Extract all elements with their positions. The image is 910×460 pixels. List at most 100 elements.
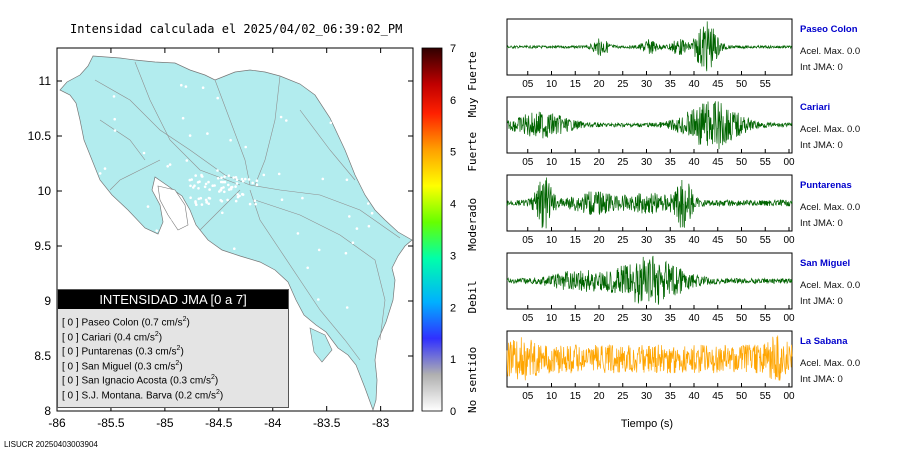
town-marker: [317, 248, 321, 252]
colorbar-tick-label: 4: [450, 199, 456, 211]
town-marker: [220, 199, 224, 203]
seismogram-tick-label: 55: [760, 79, 772, 90]
seismogram-tick-label: 05: [522, 79, 534, 90]
town-marker: [112, 95, 116, 98]
town-marker: [207, 196, 211, 200]
seismogram-trace: [506, 177, 793, 229]
colorbar-tick-label: 7: [450, 43, 456, 55]
legend-row: [ 0 ] San Miguel (0.3 cm/s2): [62, 357, 288, 372]
town-marker: [244, 145, 247, 149]
town-marker: [203, 185, 207, 189]
legend-row-accel: (0.3 cm/s: [135, 346, 177, 358]
seismogram-panel: 05 10 15 20 25 30 35 40 45 50 55: [506, 18, 793, 90]
town-marker: [335, 85, 339, 89]
map-x-tick-label: -83.5: [313, 416, 341, 430]
town-marker: [220, 176, 223, 179]
town-marker: [216, 169, 219, 172]
seismogram-tick-label: 40: [688, 313, 700, 324]
seismogram-tick-label: 35: [665, 79, 677, 90]
map-y-tick-label: 10.5: [28, 129, 52, 143]
legend-row-intensity: [ 0 ]: [62, 346, 79, 358]
map-x-tick-label: -85: [156, 416, 174, 430]
seismogram-tick-label: 05: [522, 391, 534, 402]
map-y-tick-label: 8.5: [34, 349, 51, 363]
town-marker: [367, 202, 370, 205]
seismogram-panel: 05 10 15 20 25 30 35 40 45 50 55 00: [506, 330, 795, 402]
town-marker: [351, 241, 355, 244]
seismogram-tick-label: 45: [712, 391, 724, 402]
colorbar-tick-label: 6: [450, 95, 456, 107]
osa-peninsula: [309, 327, 333, 363]
seismogram-tick-label: 30: [641, 79, 653, 90]
town-marker: [285, 119, 288, 122]
legend-row-intensity: [ 0 ]: [62, 317, 79, 329]
legend-row-close: ): [219, 389, 224, 401]
seismogram-tick-label: 20: [593, 391, 605, 402]
seismogram-tick-label: 20: [593, 79, 605, 90]
station-jma-intensity: Int JMA: 0: [800, 62, 843, 73]
town-marker: [277, 172, 281, 176]
town-marker: [156, 256, 159, 259]
seismogram-tick-label: 10: [546, 391, 558, 402]
seismogram-tick-label: 00: [783, 313, 795, 324]
map-y-tick-label: 10: [38, 184, 52, 198]
map-y-tick-label: 11: [39, 74, 52, 88]
seismogram-tick-label: 25: [617, 391, 629, 402]
map-x-tick-label: -86: [48, 416, 66, 430]
seismogram-trace: [506, 21, 793, 72]
map-x-tick-label: -84.5: [205, 416, 233, 430]
town-marker: [197, 187, 200, 190]
seismogram-tick-label: 25: [617, 313, 629, 324]
legend-row-intensity: [ 0 ]: [62, 360, 79, 372]
station-info: Acel. Max. 0.0 Int JMA: 0: [800, 44, 860, 76]
town-marker: [204, 198, 208, 202]
town-marker: [236, 193, 239, 196]
seismogram-tick-label: 55: [760, 313, 772, 324]
town-marker: [234, 185, 237, 188]
costa-rica-land: [59, 55, 413, 412]
town-marker: [142, 236, 145, 240]
town-marker: [241, 192, 244, 196]
town-marker: [155, 229, 158, 232]
towns-layer: [97, 83, 374, 320]
town-marker: [113, 129, 117, 132]
town-marker: [226, 198, 229, 202]
town-marker: [234, 199, 238, 203]
town-marker: [251, 181, 254, 185]
town-marker: [247, 178, 251, 181]
map-y-axis: 11 10.5 10 9.5 9 8.5 8: [28, 74, 413, 418]
legend-row: [ 0 ] San Ignacio Acosta (0.3 cm/s2): [62, 371, 288, 386]
town-marker: [233, 247, 236, 250]
town-marker: [280, 198, 284, 201]
map-x-tick-label: -83: [372, 416, 390, 430]
seismogram-tick-label: 45: [712, 79, 724, 90]
town-marker: [125, 253, 129, 257]
town-marker: [227, 183, 230, 187]
legend-row-station: Cariari: [81, 331, 111, 343]
town-marker: [106, 256, 109, 260]
legend-row-accel: (0.3 cm/s: [169, 375, 211, 387]
town-marker: [194, 174, 197, 177]
town-marker: [103, 167, 107, 170]
town-marker: [235, 182, 239, 185]
legend-row-intensity: [ 0 ]: [62, 389, 79, 401]
town-marker: [199, 196, 203, 200]
seismogram-tick-label: 40: [688, 157, 700, 168]
town-marker: [204, 182, 208, 186]
town-marker: [188, 134, 192, 137]
station-name: La Sabana: [800, 336, 848, 347]
colorbar-tick-label: 0: [450, 406, 456, 418]
town-marker: [98, 172, 102, 175]
town-marker: [223, 180, 227, 184]
footer-id: LISUCR 20250403003904: [4, 440, 98, 449]
town-marker: [367, 224, 371, 228]
town-marker: [238, 194, 241, 198]
seismogram-tick-label: 00: [783, 157, 795, 168]
seismogram-tick-label: 10: [546, 79, 558, 90]
seismogram-tick-label: 45: [712, 235, 724, 246]
seismogram-tick-label: 40: [688, 79, 700, 90]
station-info: Acel. Max. 0.0 Int JMA: 0: [800, 278, 860, 310]
town-marker: [229, 187, 233, 191]
colorbar-gradient: [421, 47, 443, 412]
